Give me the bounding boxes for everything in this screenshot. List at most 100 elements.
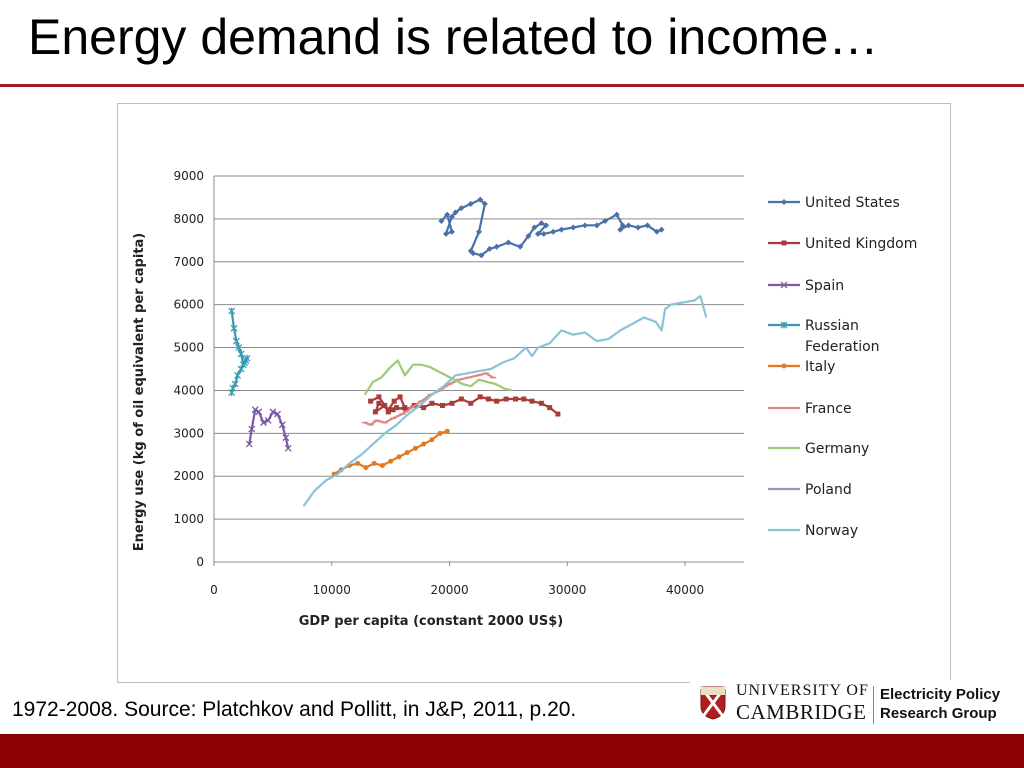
series-line <box>302 295 708 507</box>
legend-item: Russian Federation <box>768 318 880 355</box>
legend: United States United Kingdom Spain Russian F… <box>768 195 917 539</box>
data-point <box>228 307 236 315</box>
data-point <box>269 408 277 416</box>
data-point <box>481 200 488 207</box>
data-point <box>517 243 524 250</box>
data-point <box>403 407 409 413</box>
data-point <box>251 406 259 414</box>
legend-label: United States <box>805 195 900 211</box>
data-point <box>388 458 394 464</box>
bottom-bar <box>0 734 1024 768</box>
data-point <box>439 402 445 408</box>
data-point <box>602 218 609 225</box>
university-name-line2: CAMBRIDGE <box>736 700 867 724</box>
data-point <box>617 226 624 233</box>
y-axis-label: Energy use (kg of oil equivalent per cap… <box>132 233 147 551</box>
data-point <box>397 394 403 400</box>
group-name-line2: Research Group <box>880 705 997 722</box>
legend-label: Russian Federation <box>805 318 880 355</box>
data-point <box>421 441 427 447</box>
legend-item: Poland <box>768 482 852 498</box>
data-point <box>547 405 553 411</box>
series-line <box>333 430 448 476</box>
x-axis-label: GDP per capita (constant 2000 US$) <box>299 614 564 629</box>
y-tick-label: 9000 <box>173 169 204 183</box>
data-point <box>255 408 263 416</box>
series-germany <box>363 359 513 396</box>
legend-marker <box>780 281 788 289</box>
data-point <box>635 224 641 231</box>
y-tick-label: 0 <box>196 555 204 569</box>
grid-lines <box>214 175 744 520</box>
data-point <box>486 245 493 252</box>
slide-title: Energy demand is related to income… <box>28 9 879 65</box>
legend-item: Italy <box>768 359 835 375</box>
data-point <box>449 400 455 406</box>
legend-label: France <box>805 401 852 417</box>
data-point <box>529 398 535 404</box>
y-tick-label: 3000 <box>173 426 204 440</box>
data-point <box>274 410 282 418</box>
data-point <box>443 230 450 237</box>
data-point <box>448 213 455 220</box>
data-point <box>494 398 500 404</box>
group-name-line1: Electricity Policy <box>880 686 1001 703</box>
series-united-kingdom <box>368 394 561 417</box>
tick-labels: 0 1000 2000 3000 4000 5000 6000 7000 8000 9000 0 10… <box>173 169 704 597</box>
series-italy <box>331 428 450 477</box>
axes <box>213 176 744 566</box>
data-point <box>543 222 550 229</box>
y-tick-label: 6000 <box>173 298 204 312</box>
data-point <box>355 460 361 466</box>
y-tick-label: 8000 <box>173 212 204 226</box>
data-point <box>391 398 397 404</box>
legend-label: Germany <box>805 441 869 457</box>
series-line <box>363 359 513 396</box>
legend-marker <box>781 363 787 369</box>
legend-label: United Kingdom <box>805 236 917 252</box>
data-point <box>538 220 545 227</box>
legend-marker <box>781 240 787 246</box>
data-point <box>232 337 240 345</box>
data-point <box>613 211 620 218</box>
data-point <box>396 454 402 460</box>
series-line <box>248 408 290 449</box>
x-tick-label: 0 <box>210 583 218 597</box>
legend-item: United States <box>768 195 900 211</box>
series-russian-federation <box>228 307 251 397</box>
data-point <box>653 228 660 235</box>
y-tick-label: 2000 <box>173 469 204 483</box>
data-point <box>438 218 445 225</box>
data-point <box>555 411 561 417</box>
data-point <box>363 465 369 471</box>
data-point <box>625 222 632 229</box>
data-point <box>241 359 249 367</box>
data-point <box>372 409 378 415</box>
legend-item: Spain <box>768 278 844 294</box>
data-point <box>658 226 665 233</box>
data-point <box>505 239 512 246</box>
data-point <box>437 430 443 436</box>
source-caption: 1972-2008. Source: Platchkov and Pollitt… <box>12 698 577 721</box>
data-point <box>619 222 626 229</box>
legend-item: Germany <box>768 441 869 457</box>
data-point <box>452 209 459 216</box>
data-point <box>235 344 243 352</box>
data-point <box>485 396 491 402</box>
legend-marker <box>780 321 788 329</box>
data-point <box>525 233 532 240</box>
data-point <box>503 396 509 402</box>
data-point <box>390 407 396 413</box>
data-point <box>534 230 541 237</box>
x-tick-label: 10000 <box>313 583 351 597</box>
y-tick-label: 1000 <box>173 512 204 526</box>
data-point <box>382 402 388 408</box>
data-point <box>540 230 547 237</box>
x-tick-label: 30000 <box>548 583 586 597</box>
data-point <box>470 250 477 257</box>
data-point <box>284 444 292 452</box>
data-point <box>264 417 272 424</box>
data-point <box>394 405 400 411</box>
data-point <box>282 434 290 442</box>
data-point <box>458 396 464 402</box>
